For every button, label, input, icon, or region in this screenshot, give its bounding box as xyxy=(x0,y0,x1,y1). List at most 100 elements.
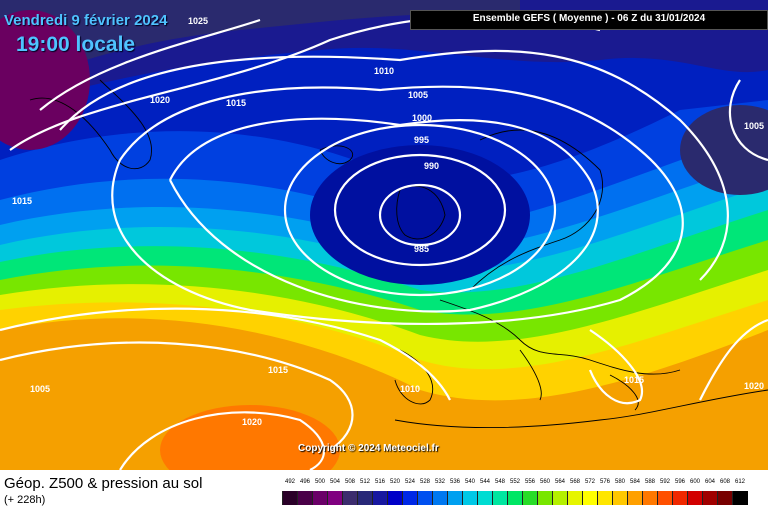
isobar-labels: 1025 1020 1015 1010 1005 1000 995 990 98… xyxy=(12,16,764,427)
legend-value-label: 592 xyxy=(659,479,670,485)
legend-color-swatch xyxy=(642,491,658,505)
legend-value-label: 496 xyxy=(299,479,310,485)
legend-value-label: 584 xyxy=(629,479,640,485)
legend-color-swatch xyxy=(717,491,733,505)
isobar-label: 995 xyxy=(414,135,429,145)
legend-color-swatch xyxy=(477,491,493,505)
forecast-time: 19:00 locale xyxy=(16,33,136,56)
isobar-label: 1010 xyxy=(374,66,394,76)
isobar-995 xyxy=(283,123,557,297)
legend-value-label: 572 xyxy=(584,479,595,485)
isobar-1020-north xyxy=(39,18,261,111)
legend-color-swatch xyxy=(387,491,403,505)
legend-color-swatch xyxy=(327,491,343,505)
isobar-label: 1010 xyxy=(400,384,420,394)
africa-coast xyxy=(394,389,768,428)
legend-value-label: 588 xyxy=(644,479,655,485)
legend-color-swatch xyxy=(702,491,718,505)
isobar-label: 1020 xyxy=(242,417,262,427)
legend-value-label: 504 xyxy=(329,479,340,485)
legend-color-swatch xyxy=(627,491,643,505)
isobar-1010 xyxy=(59,49,729,281)
legend-value-label: 500 xyxy=(314,479,325,485)
map-area: 1025 1020 1015 1010 1005 1000 995 990 98… xyxy=(0,0,768,470)
legend-value-label: 568 xyxy=(569,479,580,485)
legend-color-swatch xyxy=(372,491,388,505)
isobar-label: 985 xyxy=(414,244,429,254)
isobar-1015-east xyxy=(588,329,643,405)
legend-value-label: 528 xyxy=(419,479,430,485)
isobar-1020-south xyxy=(119,411,326,470)
isobar-label: 1005 xyxy=(30,384,50,394)
isobar-label: 1015 xyxy=(226,98,246,108)
uk-coast xyxy=(396,185,446,240)
isobar-1005 xyxy=(111,85,684,326)
isobar-label: 1020 xyxy=(744,381,764,391)
legend-color-swatch xyxy=(297,491,313,505)
greenland-coast xyxy=(29,79,152,170)
legend-value-label: 596 xyxy=(674,479,685,485)
legend-color-swatch xyxy=(492,491,508,505)
legend-color-swatch xyxy=(612,491,628,505)
geopotential-map: 1025 1020 1015 1010 1005 1000 995 990 98… xyxy=(0,0,768,470)
band-low-core xyxy=(310,145,530,285)
legend-value-label: 608 xyxy=(719,479,730,485)
legend-value-label: 612 xyxy=(734,479,745,485)
greece-coast xyxy=(609,374,639,411)
legend-color-swatch xyxy=(432,491,448,505)
isobar-1020-east xyxy=(699,318,768,401)
legend-color-swatch xyxy=(357,491,373,505)
z500-color-bands xyxy=(0,0,768,470)
legend-color-swatch xyxy=(342,491,358,505)
legend-value-label: 580 xyxy=(614,479,625,485)
forecast-lead-time: (+ 228h) xyxy=(4,494,46,506)
copyright-text: Copyright © 2024 Meteociel.fr xyxy=(298,443,439,454)
legend-value-label: 540 xyxy=(464,479,475,485)
legend-color-swatch xyxy=(462,491,478,505)
legend-value-label: 532 xyxy=(434,479,445,485)
legend-color-swatch xyxy=(597,491,613,505)
legend-color-swatch xyxy=(447,491,463,505)
legend-value-label: 552 xyxy=(509,479,520,485)
iceland-coast xyxy=(319,145,353,164)
isobar-1005-east xyxy=(728,79,768,162)
isobar-label: 1005 xyxy=(408,90,428,100)
isobar-label: 1005 xyxy=(744,121,764,131)
isobar-lines xyxy=(0,14,768,470)
legend-value-label: 604 xyxy=(704,479,715,485)
isobar-1010-south xyxy=(0,307,451,401)
isobar-label: 1015 xyxy=(268,365,288,375)
legend-value-label: 600 xyxy=(689,479,700,485)
legend-value-label: 544 xyxy=(479,479,490,485)
legend-color-swatch xyxy=(657,491,673,505)
legend-color-swatch xyxy=(567,491,583,505)
map-parameter-title: Géop. Z500 & pression au sol xyxy=(4,475,203,492)
legend-value-label: 524 xyxy=(404,479,415,485)
run-info-banner: Ensemble GEFS ( Moyenne ) - 06 Z du 31/0… xyxy=(410,10,768,30)
isobar-label: 1000 xyxy=(412,113,432,123)
band-purple-cell xyxy=(0,10,90,150)
forecast-date: Vendredi 9 février 2024 xyxy=(4,12,168,29)
legend-value-label: 536 xyxy=(449,479,460,485)
run-info-text: Ensemble GEFS ( Moyenne ) - 06 Z du 31/0… xyxy=(472,13,706,24)
isobar-label: 1020 xyxy=(150,95,170,105)
band-slate xyxy=(0,0,520,90)
legend-color-swatch xyxy=(507,491,523,505)
band-east-cell xyxy=(680,105,768,195)
legend-value-label: 508 xyxy=(344,479,355,485)
legend-value-label: 492 xyxy=(284,479,295,485)
legend-value-label: 520 xyxy=(389,479,400,485)
legend-value-label: 548 xyxy=(494,479,505,485)
legend-value-label: 556 xyxy=(524,479,535,485)
color-scale-legend: 492 496 500 504 508 512 516 520 524 528 532 536 540 5… xyxy=(282,479,752,509)
legend-color-swatch xyxy=(582,491,598,505)
isobar-label: 1015 xyxy=(12,196,32,206)
band-orange-cell xyxy=(160,405,340,470)
legend-value-label: 560 xyxy=(539,479,550,485)
legend-color-swatch xyxy=(732,491,748,505)
legend-color-swatch xyxy=(402,491,418,505)
isobar-1015-south xyxy=(0,341,354,451)
legend-color-swatch xyxy=(672,491,688,505)
legend-color-swatch xyxy=(522,491,538,505)
